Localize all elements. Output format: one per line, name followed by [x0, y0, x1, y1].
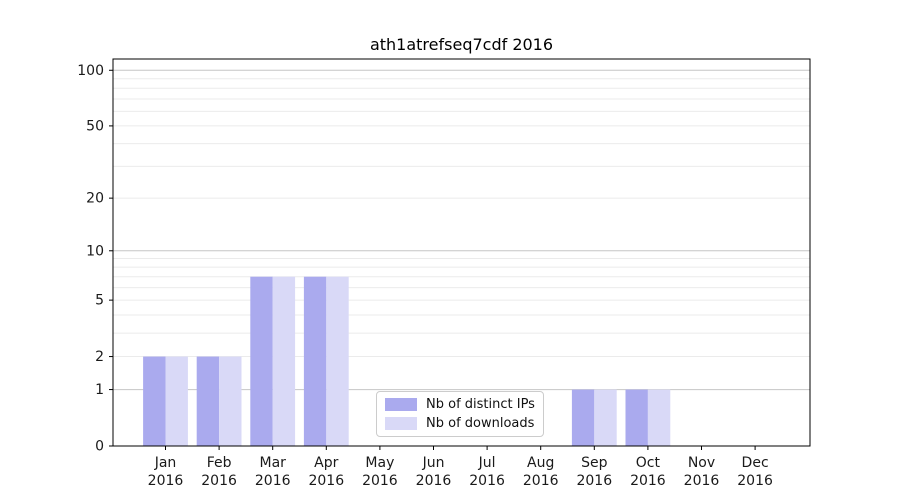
x-tick-label-month: Mar [259, 455, 286, 471]
bar [143, 356, 166, 446]
y-tick-label: 0 [95, 439, 104, 455]
bar [250, 276, 273, 446]
x-tick-label-month: Jul [478, 455, 496, 471]
bar [219, 356, 242, 446]
x-tick-label-month: Oct [636, 455, 661, 471]
x-tick-label-month: Jun [422, 455, 445, 471]
bar [625, 389, 648, 446]
y-tick-label: 50 [86, 118, 104, 134]
x-tick-label-year: 2016 [684, 473, 720, 489]
x-tick-label-year: 2016 [255, 473, 291, 489]
y-tick-label: 5 [95, 293, 104, 309]
bar [571, 389, 595, 446]
x-tick-label-month: Dec [742, 455, 769, 471]
legend-label-downloads: Nb of downloads [426, 415, 535, 431]
x-tick-label-month: May [365, 455, 394, 471]
chart-title: ath1atrefseq7cdf 2016 [369, 35, 554, 54]
x-tick-label-year: 2016 [737, 473, 773, 489]
legend-swatch-downloads [385, 417, 417, 430]
x-tick-label-month: Jan [154, 455, 177, 471]
x-tick-label-year: 2016 [416, 473, 452, 489]
bar [647, 389, 671, 446]
x-tick-label-month: Apr [314, 455, 338, 471]
bar [196, 356, 220, 446]
y-tick-label: 2 [95, 349, 104, 365]
bar [326, 276, 349, 446]
y-tick-label: 20 [86, 191, 104, 207]
legend-swatch-distinct-ips [385, 398, 417, 411]
bar [165, 356, 188, 446]
y-tick-label: 1 [95, 382, 104, 398]
x-tick-label-year: 2016 [523, 473, 559, 489]
bar [272, 276, 296, 446]
bar [303, 276, 327, 446]
x-tick-label-month: Feb [207, 455, 232, 471]
legend-entry-downloads: Nb of downloads [385, 415, 543, 431]
x-tick-label-year: 2016 [308, 473, 344, 489]
bar [594, 389, 617, 446]
x-tick-label-month: Nov [688, 455, 715, 471]
x-tick-label-year: 2016 [630, 473, 666, 489]
legend-entry-distinct-ips: Nb of distinct IPs [385, 396, 543, 412]
x-tick-label-month: Sep [581, 455, 608, 471]
plot-border [112, 58, 811, 447]
y-tick-label: 100 [77, 63, 104, 79]
legend-label-distinct-ips: Nb of distinct IPs [426, 396, 535, 412]
x-tick-label-year: 2016 [469, 473, 505, 489]
x-tick-label-year: 2016 [576, 473, 612, 489]
x-tick-label-year: 2016 [201, 473, 237, 489]
x-tick-label-month: Aug [527, 455, 554, 471]
legend: Nb of distinct IPs Nb of downloads [376, 391, 544, 437]
y-tick-label: 10 [86, 243, 104, 259]
x-tick-label-year: 2016 [148, 473, 184, 489]
x-tick-label-year: 2016 [362, 473, 398, 489]
